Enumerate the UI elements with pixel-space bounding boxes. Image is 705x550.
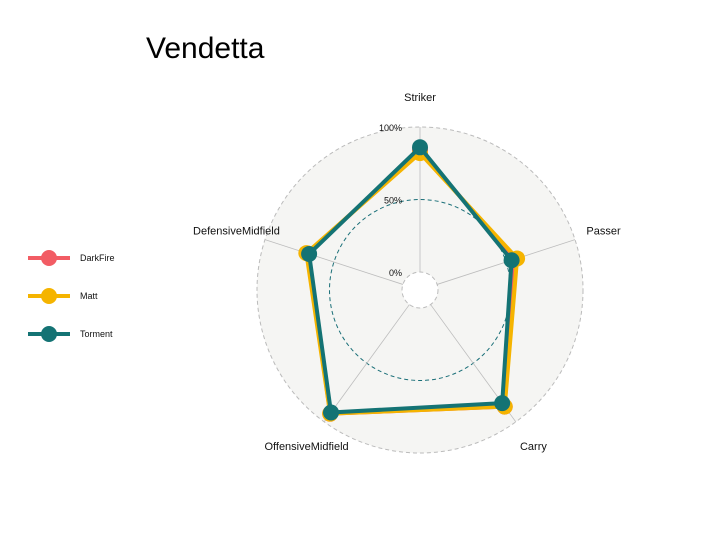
chart-title: Vendetta xyxy=(146,32,265,65)
legend-item-torment: Torment xyxy=(28,326,113,342)
point-torment-offensive-midfield xyxy=(323,404,340,421)
legend-item-dark-fire: DarkFire xyxy=(28,250,115,266)
axis-line-offensive-midfield xyxy=(323,304,410,423)
tick-label-100: 100% xyxy=(379,123,402,133)
legend-item-matt: Matt xyxy=(28,288,98,304)
legend-label-dark-fire: DarkFire xyxy=(80,253,115,263)
radar-grid xyxy=(256,126,584,454)
legend-marker-matt xyxy=(41,288,57,304)
legend: DarkFire Matt Torment xyxy=(28,250,115,342)
tick-label-50: 50% xyxy=(384,196,402,206)
tick-labels: 0% 50% 100% xyxy=(379,123,402,278)
point-torment-striker xyxy=(412,139,428,156)
series-layer xyxy=(298,139,526,422)
series-line-torment xyxy=(307,145,514,415)
tick-label-0: 0% xyxy=(389,268,402,278)
axis-label-offensive-midfield: OffensiveMidfield xyxy=(264,441,348,453)
point-torment-defensive-midfield xyxy=(301,245,318,262)
series-torment xyxy=(301,139,520,421)
axis-label-carry: Carry xyxy=(520,441,547,453)
axis-label-passer: Passer xyxy=(586,225,621,237)
axis-label-defensive-midfield: DefensiveMidfield xyxy=(193,225,280,237)
legend-label-matt: Matt xyxy=(80,291,98,301)
point-torment-passer xyxy=(503,252,520,269)
axis-labels: Striker Passer Carry OffensiveMidfield Defen… xyxy=(193,92,621,453)
legend-marker-dark-fire xyxy=(41,250,57,266)
legend-label-torment: Torment xyxy=(80,329,113,339)
axis-line-defensive-midfield xyxy=(264,239,404,285)
legend-marker-torment xyxy=(41,326,57,342)
point-torment-carry xyxy=(494,395,511,412)
grid-circle-inner xyxy=(401,271,439,309)
axis-label-striker: Striker xyxy=(404,92,436,104)
